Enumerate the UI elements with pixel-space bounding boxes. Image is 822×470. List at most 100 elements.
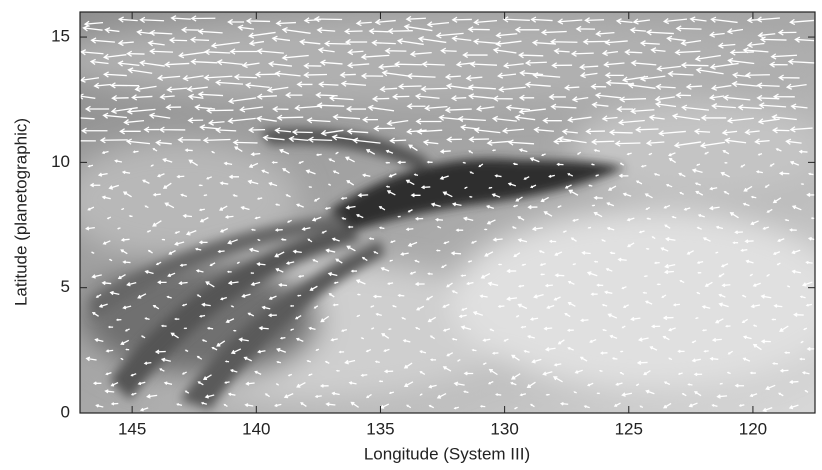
wind-arrow	[615, 382, 623, 386]
wind-arrow	[87, 206, 95, 211]
wind-arrow	[380, 403, 390, 409]
wind-arrow	[174, 241, 185, 246]
wind-arrow	[595, 174, 599, 177]
y-tick-label: 10	[51, 152, 70, 171]
wind-arrow	[723, 191, 730, 195]
wind-arrow	[656, 283, 661, 286]
wind-arrow	[406, 72, 436, 80]
wind-arrow	[360, 72, 384, 80]
wind-arrow	[152, 192, 161, 197]
wind-arrow	[98, 303, 108, 308]
wind-arrow	[486, 139, 512, 146]
wind-arrow	[635, 180, 643, 185]
wind-arrow	[410, 193, 421, 198]
wind-arrow	[462, 161, 466, 164]
wind-arrow	[388, 173, 397, 178]
wind-arrow	[691, 358, 701, 363]
wind-arrow	[184, 148, 193, 152]
wind-arrow	[548, 93, 566, 101]
wind-arrow	[686, 250, 694, 255]
wind-arrow	[724, 161, 728, 164]
wind-arrow	[720, 171, 730, 178]
wind-arrow	[161, 238, 166, 241]
wind-arrow	[786, 285, 791, 288]
wind-arrow	[742, 202, 750, 207]
wind-arrow	[593, 211, 603, 218]
wind-arrow	[468, 93, 494, 100]
wind-arrow	[224, 360, 230, 363]
wind-arrow	[397, 215, 401, 218]
wind-arrow	[777, 29, 797, 36]
wind-arrow	[106, 216, 112, 220]
wind-arrow	[442, 191, 453, 198]
wind-arrow	[749, 371, 756, 375]
wind-arrow	[731, 80, 758, 88]
wind-arrow	[157, 280, 167, 285]
wind-arrow	[174, 317, 180, 321]
wind-arrow	[261, 305, 271, 310]
wind-arrow	[427, 272, 433, 276]
wind-arrow	[389, 137, 407, 144]
wind-arrow	[164, 61, 190, 68]
wind-arrow	[325, 402, 336, 407]
wind-arrow	[668, 357, 673, 361]
wind-arrow	[203, 194, 208, 197]
wind-arrow	[314, 394, 322, 399]
wind-arrow	[365, 348, 372, 353]
wind-arrow	[219, 205, 228, 211]
wind-arrow	[460, 274, 466, 277]
wind-arrow	[327, 271, 338, 277]
wind-arrow	[406, 404, 412, 409]
wind-arrow	[596, 283, 604, 287]
wind-arrow	[619, 350, 624, 353]
wind-arrow	[234, 146, 243, 152]
wind-arrow	[702, 237, 711, 242]
wind-arrow	[651, 236, 656, 240]
wind-arrow	[346, 245, 356, 252]
wind-vectors	[80, 15, 815, 413]
wind-arrow	[655, 83, 676, 90]
wind-arrow	[347, 48, 364, 56]
wind-arrow	[679, 191, 684, 195]
wind-arrow	[566, 328, 574, 332]
wind-arrow	[238, 337, 249, 342]
wind-arrow	[572, 218, 579, 222]
wind-arrow	[475, 105, 495, 112]
wind-arrow	[155, 139, 172, 146]
wind-arrow	[694, 182, 701, 186]
wind-arrow	[556, 162, 564, 167]
wind-arrow	[600, 351, 608, 355]
wind-arrow	[458, 314, 467, 319]
wind-arrow	[232, 139, 258, 146]
wind-arrow	[660, 247, 669, 252]
wind-arrow	[374, 18, 396, 26]
wind-arrow	[202, 374, 212, 380]
wind-arrow	[518, 94, 535, 101]
wind-arrow	[230, 305, 235, 308]
wind-arrow	[737, 104, 762, 111]
wind-arrow	[149, 29, 173, 37]
wind-arrow	[601, 239, 606, 242]
wind-arrow	[189, 36, 210, 43]
wind-arrow	[557, 339, 565, 345]
wind-arrow	[662, 315, 674, 321]
wind-arrow	[663, 204, 671, 209]
wind-arrow	[101, 280, 112, 286]
wind-arrow	[176, 174, 185, 179]
wind-arrow	[457, 115, 486, 123]
wind-arrow	[717, 42, 736, 49]
wind-arrow	[365, 149, 376, 155]
wind-arrow	[585, 128, 605, 135]
wind-arrow	[89, 182, 101, 188]
wind-arrow	[429, 358, 437, 362]
wind-arrow	[197, 381, 204, 386]
wind-arrow	[510, 373, 521, 380]
wind-arrow	[268, 181, 278, 187]
wind-arrow	[104, 27, 120, 34]
wind-arrow	[518, 108, 546, 115]
wind-arrow	[756, 16, 780, 23]
wind-arrow	[453, 381, 465, 387]
wind-arrow	[243, 356, 253, 362]
wind-arrow	[90, 251, 95, 254]
wind-arrow	[89, 58, 109, 66]
